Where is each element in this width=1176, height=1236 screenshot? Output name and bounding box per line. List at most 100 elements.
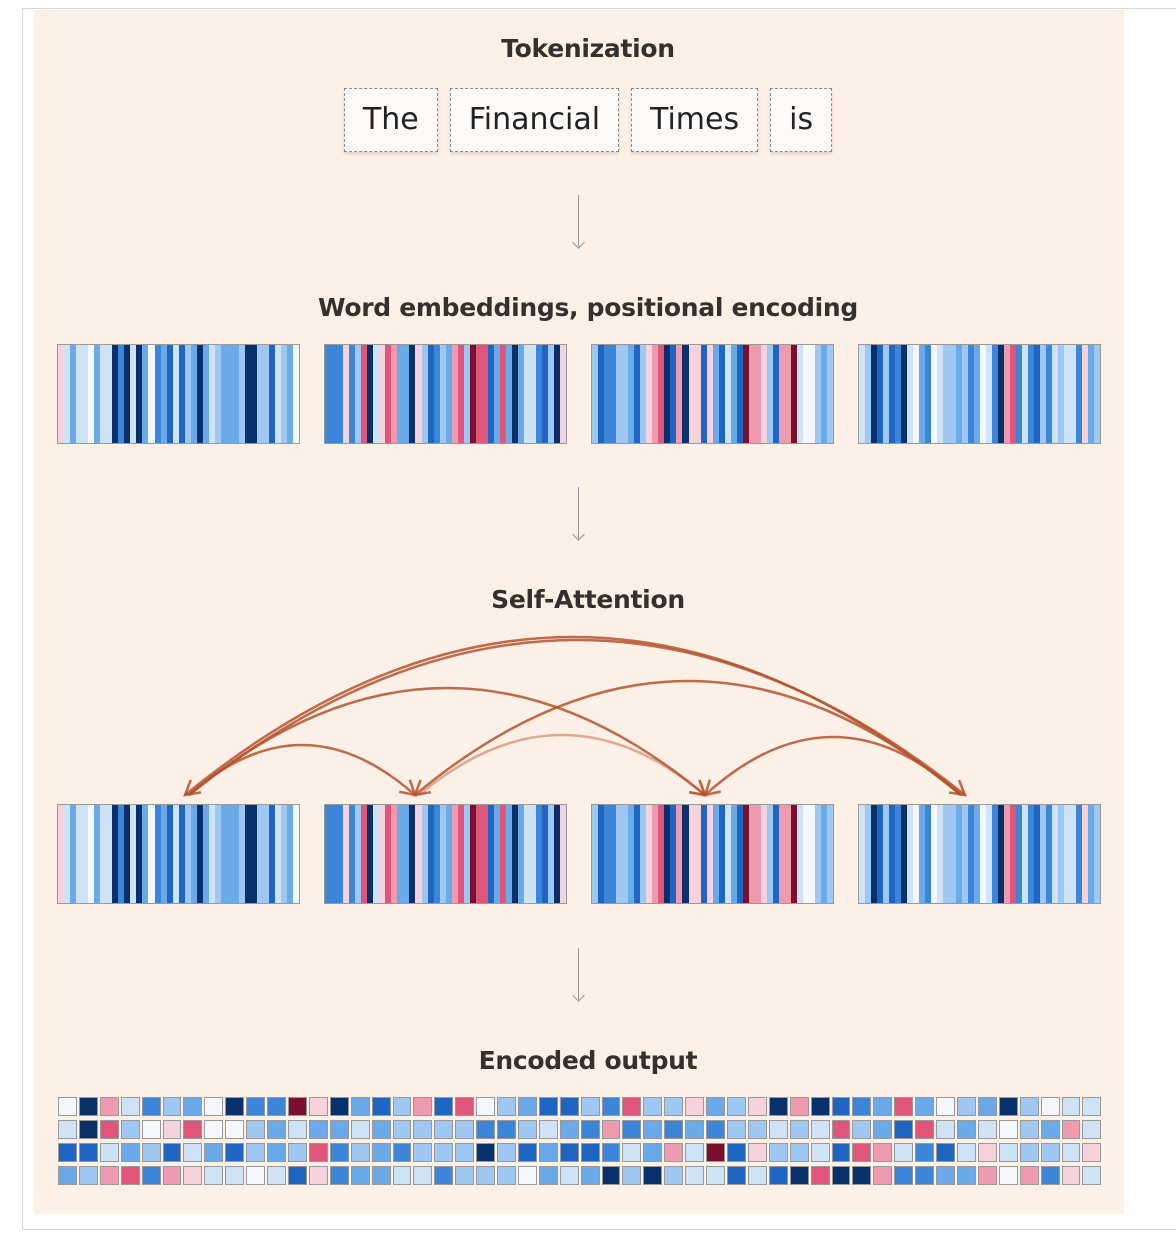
attention-arc (414, 679, 962, 796)
embedding-vector (591, 804, 834, 904)
output-cell (434, 1166, 454, 1185)
embedding-stripe (469, 805, 476, 903)
embedding-stripe (985, 345, 992, 443)
embedding-stripe (895, 345, 902, 443)
output-cell (873, 1120, 893, 1139)
output-cell (643, 1097, 663, 1116)
embedding-stripe (1045, 345, 1052, 443)
output-cell (977, 1143, 997, 1162)
output-cell (622, 1166, 642, 1185)
embedding-stripe (1070, 805, 1077, 903)
output-cell (810, 1120, 830, 1139)
output-cell (434, 1143, 454, 1162)
embedding-stripe (967, 345, 974, 443)
output-cell (831, 1120, 851, 1139)
embedding-stripe (815, 805, 822, 903)
output-cell (894, 1143, 914, 1162)
embedding-stripe (530, 345, 537, 443)
output-cell (455, 1097, 475, 1116)
embedding-stripe (1039, 805, 1046, 903)
embedding-stripe (1058, 345, 1065, 443)
embedding-stripe (973, 805, 980, 903)
embedding-stripe (1015, 345, 1022, 443)
embedding-stripe (943, 345, 950, 443)
embedding-stripe (688, 345, 695, 443)
embedding-vector (324, 804, 567, 904)
output-cell (956, 1097, 976, 1116)
output-cell (664, 1166, 684, 1185)
arrowhead-icon (183, 779, 202, 797)
embedding-stripe (592, 805, 599, 903)
output-cell (977, 1166, 997, 1185)
token: The (343, 88, 438, 152)
output-cell (371, 1120, 391, 1139)
output-cell (413, 1166, 433, 1185)
embedding-stripe (913, 805, 920, 903)
embedding-stripe (883, 345, 890, 443)
embedding-stripe (859, 345, 866, 443)
output-cell (789, 1166, 809, 1185)
output-cell (810, 1143, 830, 1162)
embedding-stripe (331, 345, 338, 443)
embedding-stripe (560, 345, 567, 443)
embedding-stripe (190, 345, 197, 443)
output-cell (936, 1097, 955, 1116)
embedding-stripe (1094, 345, 1101, 443)
output-cell (1061, 1120, 1081, 1139)
embedding-stripe (973, 345, 980, 443)
embedding-stripe (82, 805, 89, 903)
output-row (58, 1166, 1102, 1185)
token: is (770, 88, 833, 152)
embedding-stripe (658, 805, 665, 903)
output-cell (99, 1143, 119, 1162)
embedding-stripe (433, 345, 440, 443)
output-cell (267, 1166, 286, 1185)
output-row (58, 1143, 1102, 1162)
output-cell (747, 1097, 767, 1116)
output-cell (350, 1143, 370, 1162)
output-cell (517, 1097, 537, 1116)
output-cell (936, 1143, 955, 1162)
embedding-stripe (524, 805, 531, 903)
output-cell (204, 1097, 224, 1116)
embedding-stripe (652, 805, 659, 903)
embedding-stripe (616, 345, 623, 443)
embedding-stripe (355, 805, 362, 903)
arrowhead-icon (948, 779, 967, 797)
embedding-stripe (925, 345, 932, 443)
embedding-stripe (337, 805, 344, 903)
embedding-stripe (712, 345, 719, 443)
output-cell (58, 1143, 77, 1162)
embedding-stripe (622, 345, 629, 443)
embedding-stripe (190, 805, 197, 903)
output-cell (601, 1166, 621, 1185)
embedding-stripe (877, 345, 884, 443)
output-cell (789, 1097, 809, 1116)
embedding-stripe (475, 345, 482, 443)
output-cell (559, 1120, 579, 1139)
embedding-stripe (251, 345, 258, 443)
embedding-stripe (226, 805, 233, 903)
embedding-stripe (1009, 805, 1016, 903)
embedding-stripe (385, 345, 392, 443)
embedding-stripe (397, 805, 404, 903)
output-cell (1040, 1097, 1060, 1116)
output-cell (1082, 1120, 1102, 1139)
embedding-stripe (1033, 345, 1040, 443)
embedding-stripe (373, 805, 380, 903)
output-cell (1082, 1143, 1102, 1162)
embedding-stripe (694, 345, 701, 443)
embedding-stripe (676, 805, 683, 903)
output-cell (476, 1166, 496, 1185)
embedding-stripe (664, 805, 671, 903)
embedding-stripe (634, 345, 641, 443)
embedding-stripe (1076, 345, 1083, 443)
embedding-stripe (172, 805, 179, 903)
embedding-stripe (379, 805, 386, 903)
token: Financial (449, 88, 620, 152)
embedding-stripe (809, 805, 816, 903)
embedding-stripe (524, 345, 531, 443)
embedding-stripe (281, 345, 288, 443)
output-cell (392, 1166, 412, 1185)
embedding-stripe (821, 805, 828, 903)
